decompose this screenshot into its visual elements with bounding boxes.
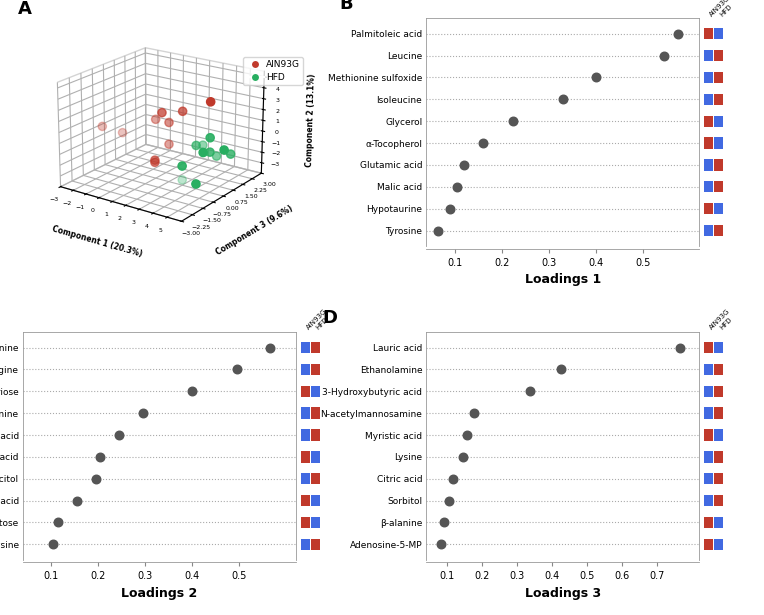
X-axis label: Loadings 2: Loadings 2 — [121, 587, 197, 600]
Point — [89, 474, 102, 483]
Point — [555, 365, 567, 375]
Point — [451, 182, 463, 192]
Point — [468, 408, 480, 418]
Point — [458, 160, 470, 170]
Point — [47, 539, 60, 549]
X-axis label: Component 1 (20.3%): Component 1 (20.3%) — [50, 224, 143, 259]
Legend: AIN93G, HFD: AIN93G, HFD — [243, 57, 303, 85]
Point — [137, 408, 149, 418]
Point — [446, 474, 458, 483]
Point — [557, 95, 569, 105]
Point — [443, 496, 455, 506]
Text: AIN93G: AIN93G — [709, 308, 732, 331]
X-axis label: Loadings 3: Loadings 3 — [525, 587, 601, 600]
Point — [477, 138, 489, 148]
Text: AIN93G: AIN93G — [709, 0, 732, 17]
Text: HFD: HFD — [719, 2, 733, 17]
Point — [507, 116, 520, 126]
Point — [457, 452, 469, 462]
Y-axis label: Component 3 (9.6%): Component 3 (9.6%) — [214, 204, 294, 256]
Point — [113, 430, 125, 440]
Point — [590, 73, 602, 82]
Point — [674, 343, 686, 352]
Text: AIN93G: AIN93G — [306, 308, 329, 331]
Point — [186, 386, 198, 396]
Point — [231, 365, 243, 375]
Point — [52, 518, 64, 528]
X-axis label: Loadings 1: Loadings 1 — [525, 273, 601, 286]
Text: B: B — [339, 0, 353, 14]
Point — [658, 50, 670, 60]
Point — [95, 452, 107, 462]
Point — [71, 496, 83, 506]
Point — [435, 539, 447, 549]
Point — [444, 204, 456, 213]
Point — [264, 343, 276, 352]
Text: D: D — [323, 309, 338, 327]
Point — [523, 386, 536, 396]
Text: HFD: HFD — [316, 317, 330, 331]
Point — [672, 29, 684, 39]
Point — [432, 226, 445, 236]
Point — [461, 430, 473, 440]
Text: HFD: HFD — [719, 317, 733, 331]
Point — [438, 518, 450, 528]
Text: A: A — [18, 0, 32, 18]
